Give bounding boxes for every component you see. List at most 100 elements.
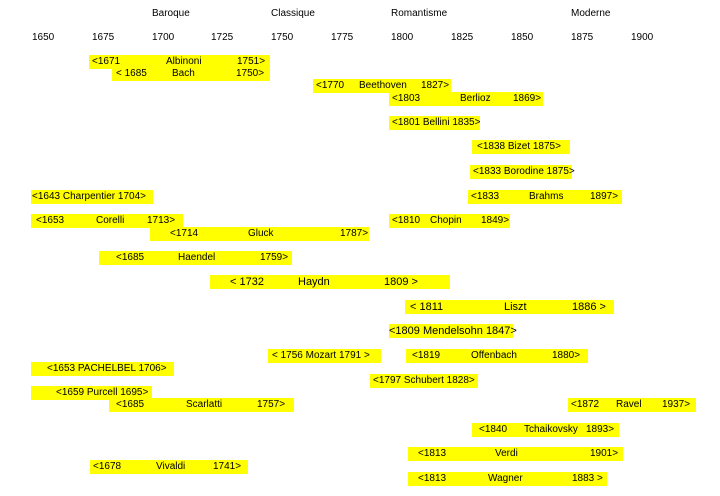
gluck-birth: <1714 (170, 228, 199, 239)
year-1675: 1675 (92, 32, 115, 43)
albinoni-birth: <1671 (92, 56, 121, 67)
albinoni-death: 1751> (237, 56, 266, 67)
corelli-death: 1713> (147, 215, 176, 226)
tchaikovsky-death: 1893> (586, 424, 615, 435)
year-1825: 1825 (451, 32, 474, 43)
year-1775: 1775 (331, 32, 354, 43)
wagner-death: 1883 > (572, 473, 603, 484)
gluck-death: 1787> (340, 228, 369, 239)
bar-tchaikovsky (472, 423, 619, 437)
bar-beethoven (313, 79, 451, 93)
bar-albinoni (89, 55, 270, 69)
haendel-name: Haendel (178, 252, 216, 263)
bach-death: 1750> (236, 68, 265, 79)
brahms-name: Brahms (529, 191, 564, 202)
year-1875: 1875 (571, 32, 594, 43)
bar-ravel (568, 398, 696, 412)
liszt-name: Liszt (504, 301, 527, 313)
schubert-label: <1797 Schubert 1828> (373, 375, 475, 386)
berlioz-birth: <1803 (392, 93, 421, 104)
bar-mozart (268, 349, 381, 363)
verdi-birth: <1813 (418, 448, 447, 459)
period-moderne: Moderne (571, 8, 611, 19)
offenbach-birth: <1819 (412, 350, 441, 361)
bar-haendel (99, 251, 292, 265)
haendel-death: 1759> (260, 252, 289, 263)
offenbach-name: Offenbach (471, 350, 517, 361)
bar-offenbach (406, 349, 588, 363)
mendelssohn-label: <1809 Mendelsohn 1847> (389, 325, 517, 337)
ravel-name: Ravel (616, 399, 642, 410)
beethoven-death: 1827> (421, 80, 450, 91)
bar-haydn (210, 275, 450, 289)
pachelbel-label: <1653 PACHELBEL 1706> (47, 363, 167, 374)
haydn-death: 1809 > (384, 276, 418, 288)
liszt-death: 1886 > (572, 301, 606, 313)
bar-pachelbel (31, 362, 174, 376)
beethoven-name: Beethoven (359, 80, 407, 91)
bar-chopin (389, 214, 510, 228)
year-1750: 1750 (271, 32, 294, 43)
haydn-name: Haydn (298, 276, 330, 288)
bar-mendelssohn (389, 324, 513, 338)
tchaikovsky-name: Tchaikovsky (524, 424, 578, 435)
corelli-name: Corelli (96, 215, 125, 226)
mozart-label: < 1756 Mozart 1791 > (272, 350, 370, 361)
verdi-name: Verdi (495, 448, 518, 459)
chopin-death: 1849> (481, 215, 510, 226)
offenbach-death: 1880> (552, 350, 581, 361)
period-classique: Classique (271, 8, 315, 19)
year-1900: 1900 (631, 32, 654, 43)
ravel-birth: <1872 (571, 399, 600, 410)
bellini-label: <1801 Bellini 1835> (392, 117, 481, 128)
bar-bach (112, 67, 270, 81)
year-1700: 1700 (152, 32, 175, 43)
bar-wagner (408, 472, 607, 486)
charpentier-label: <1643 Charpentier 1704> (32, 191, 146, 202)
bar-verdi (408, 447, 623, 461)
corelli-birth: <1653 (36, 215, 65, 226)
bar-charpentier (31, 190, 153, 204)
bar-purcell (31, 386, 152, 400)
bar-berlioz (389, 92, 543, 106)
berlioz-death: 1869> (513, 93, 542, 104)
scarlatti-name: Scarlatti (186, 399, 223, 410)
scarlatti-birth: <1685 (116, 399, 145, 410)
period-baroque: Baroque (152, 8, 190, 19)
scarlatti-death: 1757> (257, 399, 286, 410)
chopin-birth: <1810 (392, 215, 421, 226)
liszt-birth: < 1811 (410, 301, 444, 313)
year-1800: 1800 (391, 32, 414, 43)
bar-liszt (405, 300, 614, 314)
bar-borodine (470, 165, 572, 179)
bar-scarlatti (109, 398, 294, 412)
bizet-label: <1838 Bizet 1875> (477, 141, 561, 152)
wagner-name: Wagner (488, 473, 523, 484)
beethoven-birth: <1770 (316, 80, 345, 91)
verdi-death: 1901> (590, 448, 619, 459)
haydn-birth: < 1732 (230, 276, 264, 288)
borodine-label: <1833 Borodine 1875> (473, 166, 575, 177)
bar-corelli (31, 214, 183, 228)
bar-bellini (389, 116, 480, 130)
albinoni-name: Albinoni (166, 56, 202, 67)
chopin-name: Chopin (430, 215, 462, 226)
period-romantisme: Romantisme (391, 8, 448, 19)
bach-birth: < 1685 (116, 68, 147, 79)
bar-brahms (468, 190, 622, 204)
vivaldi-birth: <1678 (93, 461, 122, 472)
wagner-birth: <1813 (418, 473, 447, 484)
ravel-death: 1937> (662, 399, 691, 410)
bach-name: Bach (172, 68, 195, 79)
vivaldi-death: 1741> (213, 461, 242, 472)
berlioz-name: Berlioz (460, 93, 491, 104)
bar-gluck (150, 227, 369, 241)
year-1850: 1850 (511, 32, 534, 43)
bar-bizet (472, 140, 570, 154)
brahms-birth: <1833 (471, 191, 500, 202)
year-1650: 1650 (32, 32, 55, 43)
brahms-death: 1897> (590, 191, 619, 202)
vivaldi-name: Vivaldi (156, 461, 186, 472)
haendel-birth: <1685 (116, 252, 145, 263)
